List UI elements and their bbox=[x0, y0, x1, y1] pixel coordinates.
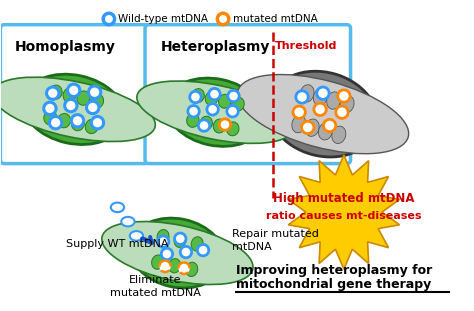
Ellipse shape bbox=[77, 91, 90, 105]
Circle shape bbox=[336, 106, 348, 118]
Circle shape bbox=[197, 244, 209, 256]
Ellipse shape bbox=[169, 259, 181, 273]
Ellipse shape bbox=[102, 221, 253, 285]
Ellipse shape bbox=[137, 81, 294, 143]
Ellipse shape bbox=[174, 233, 186, 248]
Text: Eliminate
mutated mtDNA: Eliminate mutated mtDNA bbox=[110, 275, 201, 298]
Ellipse shape bbox=[49, 85, 62, 100]
Circle shape bbox=[293, 106, 305, 118]
Circle shape bbox=[91, 117, 104, 129]
Text: Threshold: Threshold bbox=[274, 41, 337, 51]
Circle shape bbox=[323, 119, 336, 132]
Circle shape bbox=[314, 103, 326, 116]
Circle shape bbox=[159, 261, 171, 272]
Ellipse shape bbox=[319, 123, 333, 140]
Circle shape bbox=[317, 87, 329, 100]
Ellipse shape bbox=[200, 116, 212, 130]
Ellipse shape bbox=[205, 91, 218, 105]
Ellipse shape bbox=[130, 218, 225, 288]
Ellipse shape bbox=[213, 119, 226, 133]
Ellipse shape bbox=[63, 88, 76, 102]
Circle shape bbox=[180, 246, 191, 258]
Ellipse shape bbox=[232, 97, 244, 111]
Text: mutated mtDNA: mutated mtDNA bbox=[233, 14, 317, 24]
Text: Repair mutated
mtDNA: Repair mutated mtDNA bbox=[232, 229, 319, 252]
Ellipse shape bbox=[305, 119, 319, 136]
Text: Improving heteroplasmy for: Improving heteroplasmy for bbox=[237, 264, 433, 277]
Ellipse shape bbox=[91, 94, 104, 108]
Circle shape bbox=[228, 90, 239, 102]
Ellipse shape bbox=[121, 217, 135, 226]
FancyBboxPatch shape bbox=[145, 25, 351, 164]
Circle shape bbox=[227, 105, 238, 117]
Text: Homoplasmy: Homoplasmy bbox=[15, 40, 116, 54]
Circle shape bbox=[103, 13, 115, 25]
Circle shape bbox=[218, 13, 229, 25]
Circle shape bbox=[87, 101, 99, 114]
Circle shape bbox=[219, 119, 231, 130]
Ellipse shape bbox=[23, 74, 125, 145]
Ellipse shape bbox=[227, 122, 239, 136]
Ellipse shape bbox=[292, 115, 306, 133]
Circle shape bbox=[161, 248, 173, 260]
FancyBboxPatch shape bbox=[0, 25, 149, 164]
Ellipse shape bbox=[327, 92, 341, 109]
Circle shape bbox=[337, 90, 350, 102]
Text: Heteroplasmy: Heteroplasmy bbox=[161, 40, 271, 54]
Text: ratio causes mt-diseases: ratio causes mt-diseases bbox=[266, 211, 422, 221]
Ellipse shape bbox=[166, 78, 264, 146]
Text: mitochondrial gene therapy: mitochondrial gene therapy bbox=[237, 278, 432, 291]
Ellipse shape bbox=[72, 116, 84, 131]
Ellipse shape bbox=[191, 237, 203, 251]
Ellipse shape bbox=[130, 231, 143, 241]
Circle shape bbox=[89, 86, 101, 98]
Text: Supply WT mtDNA: Supply WT mtDNA bbox=[66, 239, 169, 248]
Ellipse shape bbox=[313, 88, 328, 106]
Circle shape bbox=[64, 100, 77, 112]
Circle shape bbox=[71, 114, 84, 127]
Ellipse shape bbox=[237, 75, 409, 154]
Ellipse shape bbox=[219, 94, 231, 108]
Circle shape bbox=[46, 87, 59, 100]
Circle shape bbox=[67, 84, 80, 96]
Ellipse shape bbox=[44, 110, 57, 125]
Ellipse shape bbox=[300, 85, 314, 102]
Circle shape bbox=[209, 88, 220, 100]
Circle shape bbox=[157, 236, 169, 247]
Text: High mutated mtDNA: High mutated mtDNA bbox=[273, 192, 415, 205]
Polygon shape bbox=[288, 155, 400, 269]
Ellipse shape bbox=[269, 71, 377, 157]
Text: Wild-type mtDNA: Wild-type mtDNA bbox=[118, 14, 209, 24]
Ellipse shape bbox=[85, 119, 98, 134]
Circle shape bbox=[301, 121, 314, 134]
Ellipse shape bbox=[186, 262, 198, 276]
Circle shape bbox=[44, 102, 56, 114]
Circle shape bbox=[296, 91, 308, 103]
Ellipse shape bbox=[192, 89, 204, 103]
Circle shape bbox=[198, 120, 210, 131]
Ellipse shape bbox=[111, 202, 124, 212]
Ellipse shape bbox=[187, 114, 199, 127]
Ellipse shape bbox=[157, 230, 169, 244]
Ellipse shape bbox=[0, 77, 155, 142]
Circle shape bbox=[178, 262, 190, 274]
Ellipse shape bbox=[332, 126, 346, 143]
Circle shape bbox=[188, 105, 199, 117]
Circle shape bbox=[174, 233, 186, 244]
Ellipse shape bbox=[152, 255, 164, 269]
Circle shape bbox=[49, 117, 62, 129]
Circle shape bbox=[190, 91, 201, 103]
Ellipse shape bbox=[340, 95, 354, 113]
Circle shape bbox=[207, 104, 219, 115]
Ellipse shape bbox=[58, 114, 71, 128]
